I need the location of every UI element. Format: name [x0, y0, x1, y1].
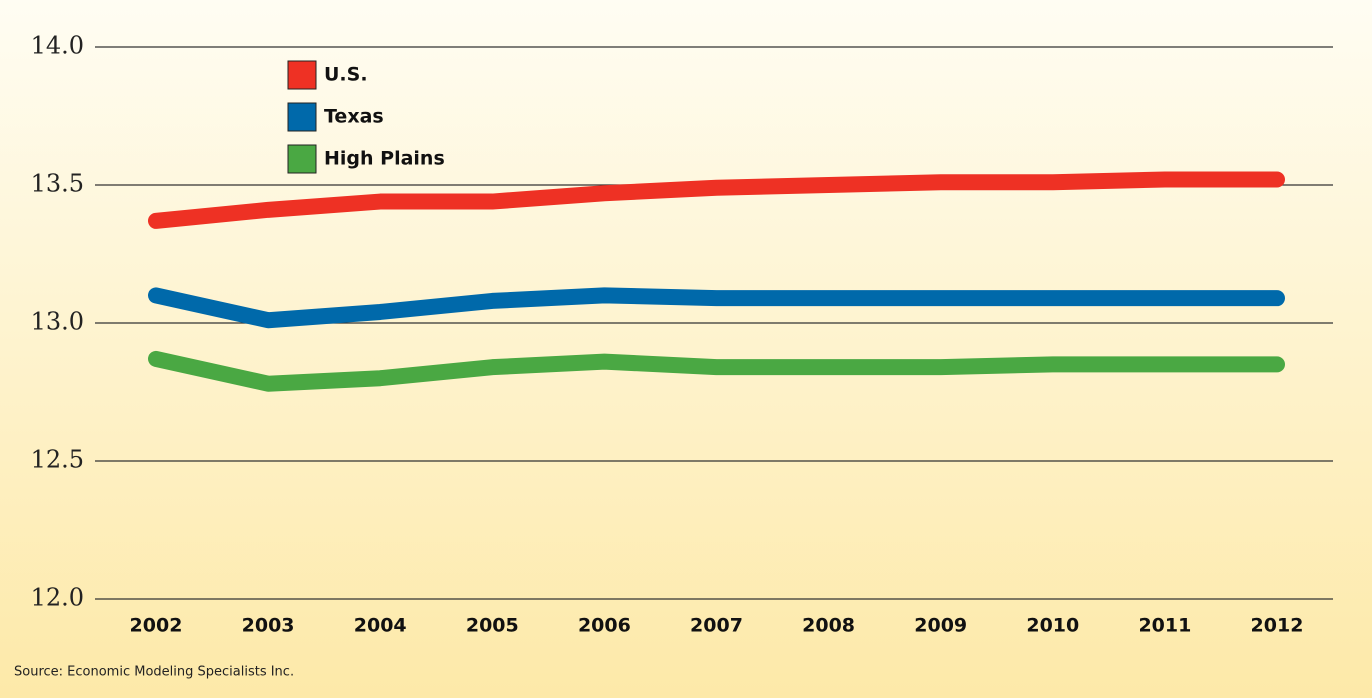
legend-label: U.S. — [324, 64, 368, 86]
y-tick-label: 12.5 — [31, 446, 84, 474]
series-line — [148, 171, 1285, 229]
y-tick-label: 12.0 — [31, 584, 84, 612]
x-tick-label: 2005 — [466, 615, 519, 637]
y-tick-label: 13.5 — [31, 170, 84, 198]
series-line — [148, 287, 1285, 329]
x-tick-label: 2012 — [1251, 615, 1304, 637]
legend-swatch — [287, 144, 317, 174]
source: Source: Economic Modeling Specialists In… — [14, 665, 294, 680]
legend-label: High Plains — [324, 148, 445, 170]
legend-label: Texas — [324, 106, 384, 128]
x-tick-label: 2009 — [914, 615, 967, 637]
x-tick-label: 2003 — [242, 615, 295, 637]
x-tick-label: 2004 — [354, 615, 407, 637]
x-tick-label: 2006 — [578, 615, 631, 637]
x-tick-label: 2011 — [1138, 615, 1191, 637]
legend-swatch — [287, 102, 317, 132]
x-tick-label: 2008 — [802, 615, 855, 637]
x-tick-label: 2002 — [130, 615, 183, 637]
series-line — [148, 350, 1285, 392]
x-tick-label: 2010 — [1026, 615, 1079, 637]
y-tick-label: 14.0 — [31, 32, 84, 60]
legend-swatch — [287, 60, 317, 90]
x-tick-label: 2007 — [690, 615, 743, 637]
y-tick-label: 13.0 — [31, 308, 84, 336]
